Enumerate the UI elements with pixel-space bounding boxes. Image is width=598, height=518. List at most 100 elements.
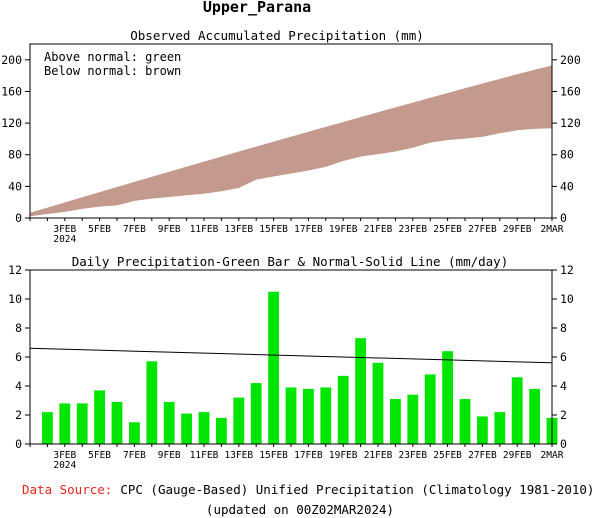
accum-xtick-label: 13FEB bbox=[224, 224, 253, 235]
daily-ytick-label-right: 10 bbox=[560, 292, 574, 306]
accum-ytick-label-right: 120 bbox=[560, 116, 581, 130]
daily-ytick-label-right: 6 bbox=[560, 350, 567, 364]
accum-xtick-label: 25FEB bbox=[433, 224, 462, 235]
daily-xtick-label: 11FEB bbox=[190, 450, 219, 461]
daily-xtick-label: 21FEB bbox=[364, 450, 393, 461]
daily-ytick-label-left: 4 bbox=[15, 379, 22, 393]
daily-precip-bar bbox=[372, 362, 384, 444]
accum-below-normal-band bbox=[30, 65, 552, 217]
accum-ytick-label-left: 0 bbox=[15, 211, 22, 225]
accum-xtick-label: 7FEB bbox=[123, 224, 146, 235]
daily-precip-bar bbox=[477, 416, 488, 444]
page-title: Upper_Parana bbox=[203, 0, 311, 16]
accum-xtick-label: 21FEB bbox=[364, 224, 393, 235]
daily-xtick-label: 29FEB bbox=[503, 450, 532, 461]
daily-ytick-label-right: 8 bbox=[560, 321, 567, 335]
accum-legend-text: Below normal: brown bbox=[44, 64, 181, 78]
daily-xtick-label: 9FEB bbox=[158, 450, 181, 461]
daily-precip-bar bbox=[285, 387, 297, 444]
daily-xtick-label: 15FEB bbox=[259, 450, 288, 461]
updated-timestamp: (updated on 00Z02MAR2024) bbox=[206, 502, 394, 517]
daily-precip-bar bbox=[216, 417, 227, 444]
daily-ytick-label-left: 12 bbox=[8, 263, 22, 277]
daily-normal-line bbox=[29, 347, 553, 364]
accum-ytick-label-right: 40 bbox=[560, 179, 574, 193]
daily-chart-title: Daily Precipitation-Green Bar & Normal-S… bbox=[72, 254, 509, 269]
daily-ytick-label-right: 2 bbox=[560, 408, 567, 422]
accum-xtick-year: 2024 bbox=[53, 234, 76, 245]
daily-ytick-label-right: 4 bbox=[560, 379, 567, 393]
daily-precip-bar bbox=[233, 397, 245, 444]
accum-chart-title: Observed Accumulated Precipitation (mm) bbox=[130, 28, 424, 43]
daily-xtick-label: 5FEB bbox=[88, 450, 111, 461]
daily-precip-bar bbox=[268, 291, 279, 444]
daily-xtick-label: 2MAR bbox=[541, 450, 564, 461]
daily-precip-bar bbox=[59, 403, 71, 444]
accum-xtick-label: 9FEB bbox=[158, 224, 181, 235]
accum-ytick-label-right: 0 bbox=[560, 211, 567, 225]
accum-ytick-label-left: 120 bbox=[1, 116, 22, 130]
daily-precip-bar bbox=[337, 375, 349, 444]
accum-xtick-label: 2MAR bbox=[541, 224, 564, 235]
daily-xtick-label: 17FEB bbox=[294, 450, 323, 461]
daily-ytick-label-left: 2 bbox=[15, 408, 22, 422]
accum-ytick-label-left: 160 bbox=[1, 84, 22, 98]
accum-xtick-label: 17FEB bbox=[294, 224, 323, 235]
accum-ytick-label-right: 160 bbox=[560, 84, 581, 98]
daily-precip-bar bbox=[511, 377, 523, 444]
accum-xtick-label: 5FEB bbox=[88, 224, 111, 235]
daily-xtick-label: 25FEB bbox=[433, 450, 462, 461]
daily-xtick-year: 2024 bbox=[53, 460, 76, 471]
accum-xtick-label: 15FEB bbox=[259, 224, 288, 235]
daily-precip-bar bbox=[94, 390, 105, 444]
daily-precip-bar bbox=[390, 399, 401, 444]
accum-ytick-label-left: 200 bbox=[1, 53, 22, 67]
daily-xtick-label: 23FEB bbox=[398, 450, 427, 461]
daily-precip-bar bbox=[250, 383, 262, 444]
accum-xtick-label: 23FEB bbox=[398, 224, 427, 235]
data-source-line: Data Source: CPC (Gauge-Based) Unified Pr… bbox=[22, 482, 594, 497]
daily-precip-bar bbox=[181, 413, 192, 444]
daily-xtick-label: 27FEB bbox=[468, 450, 497, 461]
daily-precip-bar bbox=[163, 401, 175, 444]
daily-precip-bar bbox=[129, 422, 140, 444]
accum-ytick-label-left: 80 bbox=[8, 148, 22, 162]
daily-ytick-label-right: 0 bbox=[560, 437, 567, 451]
daily-xtick-label: 7FEB bbox=[123, 450, 146, 461]
accum-xtick-label: 27FEB bbox=[468, 224, 497, 235]
accum-xtick-label: 3FEB bbox=[53, 224, 76, 235]
data-source-label: Data Source: bbox=[22, 482, 112, 497]
daily-ytick-label-left: 8 bbox=[15, 321, 22, 335]
daily-precip-bar bbox=[407, 394, 419, 444]
accum-ytick-label-right: 80 bbox=[560, 148, 574, 162]
data-source-text: CPC (Gauge-Based) Unified Precipitation … bbox=[120, 482, 594, 497]
daily-precip-bar bbox=[320, 387, 332, 444]
daily-precip-bar bbox=[442, 351, 453, 444]
daily-precip-bar bbox=[424, 374, 436, 444]
daily-precip-bar bbox=[355, 338, 366, 444]
accum-legend-text: Above normal: green bbox=[44, 50, 181, 64]
daily-precip-bar bbox=[111, 401, 123, 444]
daily-ytick-label-left: 10 bbox=[8, 292, 22, 306]
daily-ytick-label-left: 0 bbox=[15, 437, 22, 451]
daily-precip-bar bbox=[529, 388, 540, 444]
daily-precip-bar bbox=[42, 412, 53, 444]
daily-ytick-label-right: 12 bbox=[560, 263, 574, 277]
daily-ytick-label-left: 6 bbox=[15, 350, 22, 364]
daily-precip-bar bbox=[494, 412, 506, 444]
daily-precip-bar bbox=[198, 412, 210, 444]
accum-ytick-label-right: 200 bbox=[560, 53, 581, 67]
daily-xtick-label: 3FEB bbox=[53, 450, 76, 461]
accum-xtick-label: 19FEB bbox=[329, 224, 358, 235]
daily-xtick-label: 13FEB bbox=[224, 450, 253, 461]
accum-ytick-label-left: 40 bbox=[8, 179, 22, 193]
daily-precip-bar bbox=[303, 388, 314, 444]
daily-precip-bar bbox=[459, 399, 471, 444]
daily-precip-bar bbox=[76, 403, 88, 444]
accum-xtick-label: 11FEB bbox=[190, 224, 219, 235]
daily-precip-bar bbox=[146, 361, 158, 444]
accum-xtick-label: 29FEB bbox=[503, 224, 532, 235]
daily-xtick-label: 19FEB bbox=[329, 450, 358, 461]
